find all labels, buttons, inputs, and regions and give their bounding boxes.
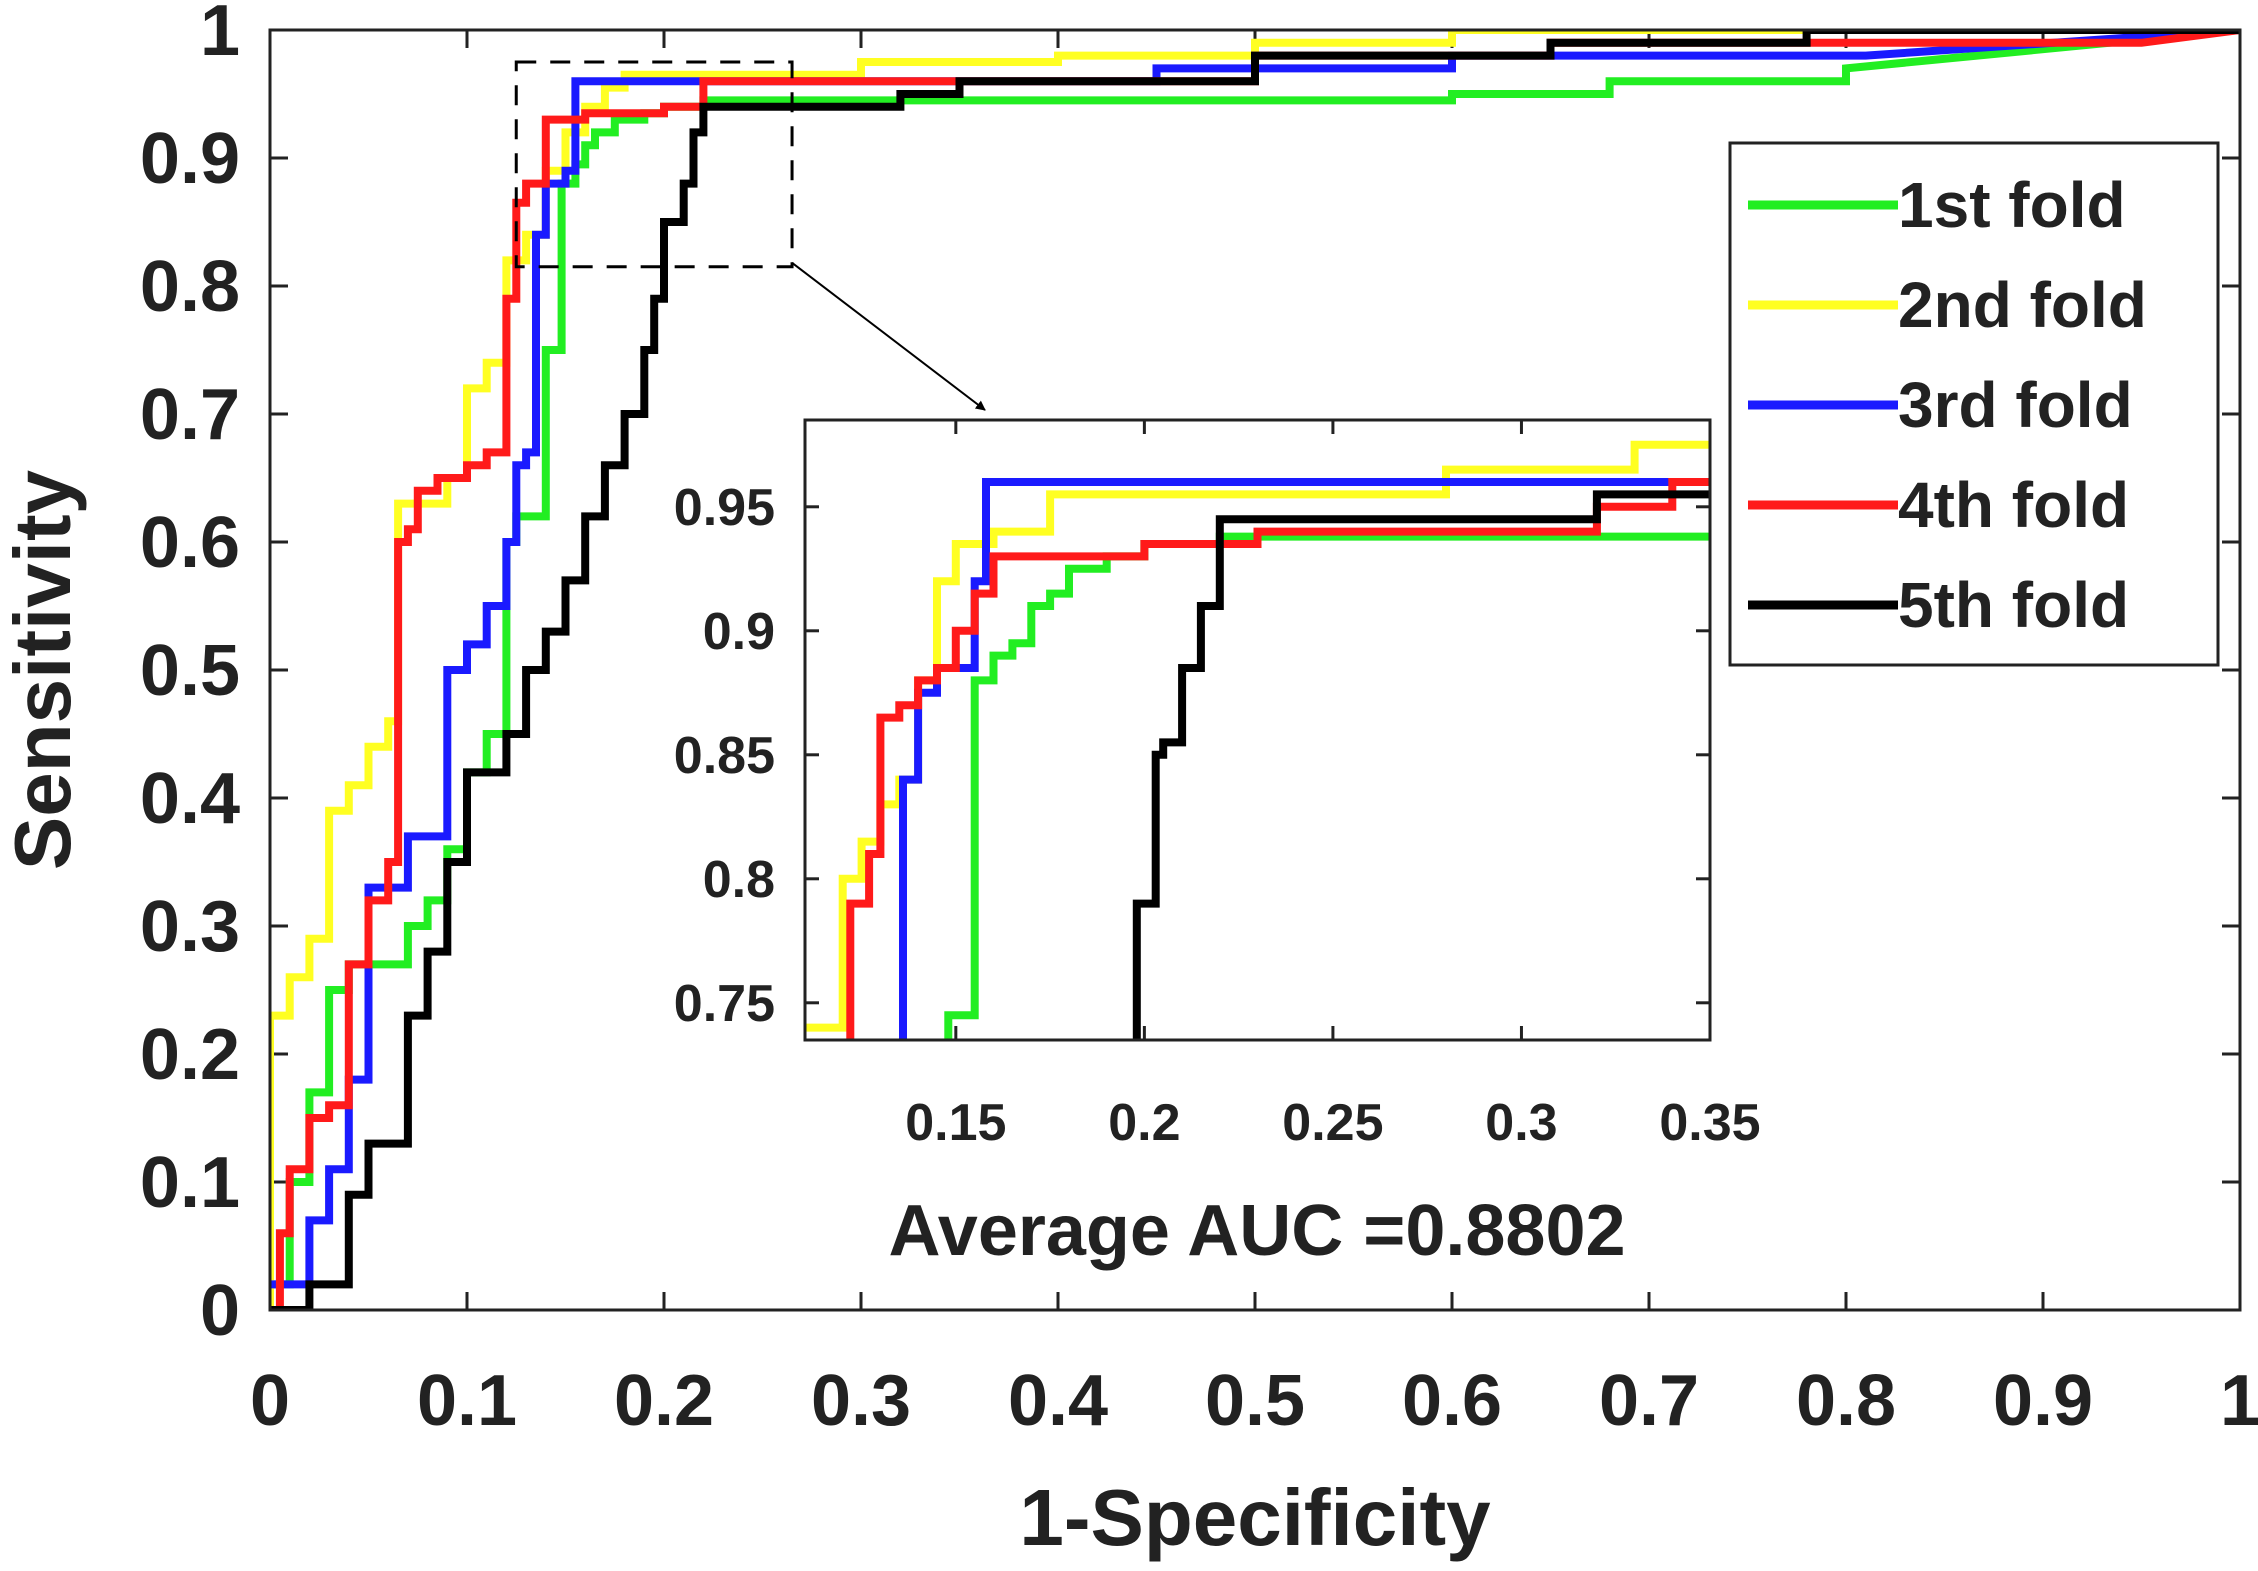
x-tick-label: 0	[250, 1361, 290, 1441]
average-auc-annotation: Average AUC =0.8802	[888, 1191, 1625, 1271]
inset-y-tick-label: 0.85	[674, 727, 775, 785]
y-tick-label: 0.7	[140, 375, 240, 455]
inset-x-tick-label: 0.25	[1282, 1094, 1383, 1152]
x-tick-label: 0.6	[1402, 1361, 1502, 1441]
y-tick-label: 0.3	[140, 887, 240, 967]
x-tick-label: 0.8	[1796, 1361, 1896, 1441]
inset-x-tick-label: 0.3	[1485, 1094, 1557, 1152]
y-tick-label: 0.9	[140, 119, 240, 199]
x-tick-label: 0.3	[811, 1361, 911, 1441]
y-tick-label: 0.4	[140, 759, 240, 839]
x-tick-label: 1	[2220, 1361, 2258, 1441]
zoom-arrow	[791, 262, 986, 411]
main-tick-labels: 0 0.1 0.2 0.3 0.4 0.5 0.6 0.7 0.8 0.9 100.10.20.30…	[140, 0, 2258, 1441]
inset-x-tick-label: 0.2	[1108, 1094, 1180, 1152]
inset-y-tick-label: 0.9	[703, 603, 775, 661]
inset-roc-line-5th-fold	[1132, 490, 1710, 1040]
y-tick-label: 0.1	[140, 1143, 240, 1223]
y-tick-label: 0.5	[140, 631, 240, 711]
y-tick-label: 0.2	[140, 1015, 240, 1095]
inset-y-tick-label: 0.8	[703, 851, 775, 909]
legend-label: 2nd fold	[1898, 269, 2147, 341]
y-axis-label: Sensitivity	[0, 469, 87, 870]
x-axis-label: 1-Specificity	[1019, 1473, 1491, 1562]
roc-line-5th-fold	[270, 30, 2240, 1310]
legend-label: 4th fold	[1898, 469, 2129, 541]
inset-y-tick-label: 0.75	[674, 975, 775, 1033]
inset-y-tick-label: 0.95	[674, 479, 775, 537]
legend-label: 3rd fold	[1898, 369, 2133, 441]
y-tick-label: 0.8	[140, 247, 240, 327]
inset-roc-line-2nd-fold	[805, 440, 1710, 1032]
legend-label: 5th fold	[1898, 569, 2129, 641]
y-tick-label: 1	[200, 0, 240, 71]
legend-label: 1st fold	[1898, 169, 2126, 241]
legend: 1st fold 2nd fold 3rd fold 4th fold 5th fold	[1748, 169, 2147, 641]
x-tick-label: 0.1	[417, 1361, 517, 1441]
inset-x-tick-label: 0.15	[905, 1094, 1006, 1152]
main-roc-curves	[270, 30, 2240, 1310]
y-tick-label: 0.6	[140, 503, 240, 583]
inset-plot-frame	[803, 418, 1712, 1042]
inset-roc-curves	[805, 440, 1710, 1040]
roc-line-4th-fold	[270, 30, 2240, 1310]
inset-x-tick-label: 0.35	[1659, 1094, 1760, 1152]
x-tick-label: 0.4	[1008, 1361, 1108, 1441]
inset-roc-line-4th-fold	[846, 478, 1710, 1040]
x-tick-label: 0.7	[1599, 1361, 1699, 1441]
inset-tick-labels: 0.15 0.2 0.25 0.3 0.35 0.75 0.8 0.85 0.9 0.95	[674, 479, 1761, 1152]
x-tick-label: 0.5	[1205, 1361, 1305, 1441]
y-tick-label: 0	[200, 1271, 240, 1351]
zoom-region-box	[514, 60, 794, 269]
inset-plot-area	[805, 420, 1710, 1040]
main-plot-frame	[268, 28, 2242, 1312]
zoom-region-rect	[514, 60, 794, 269]
x-tick-label: 0.2	[614, 1361, 714, 1441]
x-tick-label: 0.9	[1993, 1361, 2093, 1441]
